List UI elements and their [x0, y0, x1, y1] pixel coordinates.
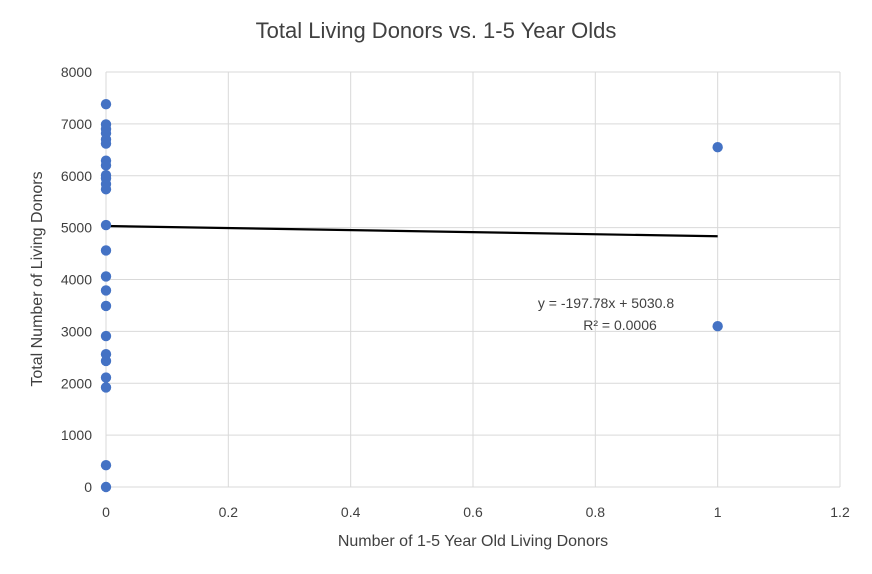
trendline-equation: y = -197.78x + 5030.8 — [538, 295, 674, 311]
data-point-16 — [100, 300, 112, 312]
gridlines — [105, 71, 841, 488]
data-point-15 — [100, 285, 112, 296]
data-point-23 — [100, 481, 112, 493]
data-point-13 — [100, 245, 112, 256]
y-tick-label-5: 5000 — [61, 220, 92, 236]
x-tick-label-5: 1 — [714, 504, 722, 520]
y-tick-label-2: 2000 — [61, 375, 92, 391]
data-point-19 — [100, 355, 112, 367]
data-points — [100, 98, 723, 493]
x-axis-ticks: 0 0.2 0.4 0.6 0.8 1 1.2 — [102, 504, 850, 520]
data-point-25 — [712, 320, 723, 332]
data-point-24 — [712, 142, 723, 153]
data-point-11 — [100, 184, 112, 195]
data-point-5 — [100, 138, 112, 149]
r-squared-label: R² = 0.0006 — [583, 317, 657, 333]
x-axis-label: Number of 1-5 Year Old Living Donors — [338, 533, 608, 550]
data-point-0 — [100, 98, 112, 110]
y-tick-label-1: 1000 — [61, 427, 92, 443]
data-point-21 — [100, 382, 112, 393]
y-tick-label-6: 6000 — [61, 168, 92, 184]
y-tick-label-3: 3000 — [61, 323, 92, 339]
data-point-14 — [100, 271, 112, 282]
data-point-22 — [100, 460, 112, 471]
y-tick-label-0: 0 — [84, 479, 92, 495]
chart-title: Total Living Donors vs. 1-5 Year Olds — [256, 18, 617, 43]
x-tick-label-4: 0.8 — [586, 504, 606, 520]
x-tick-label-2: 0.4 — [341, 504, 361, 520]
y-axis-label: Total Number of Living Donors — [29, 171, 46, 386]
y-axis-ticks: 0 1000 2000 3000 4000 5000 6000 7000 8000 — [61, 64, 92, 495]
x-tick-label-6: 1.2 — [830, 504, 850, 520]
x-tick-label-0: 0 — [102, 504, 110, 520]
y-tick-label-4: 4000 — [61, 272, 92, 288]
data-point-7 — [100, 160, 112, 171]
data-point-20 — [100, 372, 112, 383]
x-tick-label-1: 0.2 — [219, 504, 239, 520]
data-point-17 — [100, 330, 112, 342]
data-point-12 — [100, 219, 112, 231]
trendline — [105, 224, 718, 238]
y-tick-label-7: 7000 — [61, 116, 92, 132]
x-tick-label-3: 0.6 — [463, 504, 483, 520]
y-tick-label-8: 8000 — [61, 64, 92, 80]
